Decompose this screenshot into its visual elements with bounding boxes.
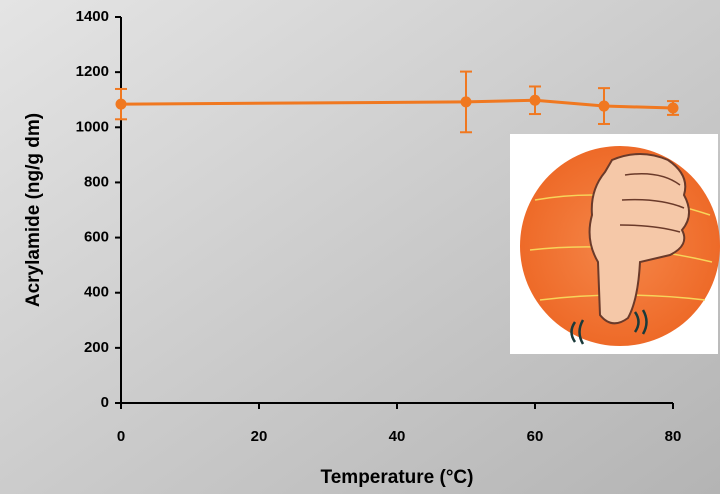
y-tick-label: 1000 (76, 118, 109, 135)
plot-area: 0 200 400 600 800 1000 1200 1400 0 20 40 60 80 (76, 8, 682, 445)
data-point (115, 98, 127, 110)
data-point (667, 102, 679, 114)
x-tick-label: 20 (251, 428, 268, 445)
x-tick-label: 0 (117, 428, 125, 445)
y-tick-label: 600 (84, 229, 109, 246)
y-tick-label: 1200 (76, 63, 109, 80)
y-axis-title: Acrylamide (ng/g dm) (23, 113, 44, 307)
x-axis-title: Temperature (°C) (321, 467, 474, 488)
y-tick-label: 1400 (76, 8, 109, 25)
data-point (460, 96, 472, 108)
data-point (529, 94, 541, 106)
x-tick-label: 40 (389, 428, 406, 445)
x-tick-label: 80 (665, 428, 682, 445)
thumbs-down-clipart (510, 134, 720, 354)
y-tick-label: 800 (84, 173, 109, 190)
y-tick-label: 200 (84, 339, 109, 356)
y-tick-label: 400 (84, 284, 109, 301)
data-point (598, 100, 610, 112)
y-tick-label: 0 (101, 394, 109, 411)
x-tick-label: 60 (527, 428, 544, 445)
